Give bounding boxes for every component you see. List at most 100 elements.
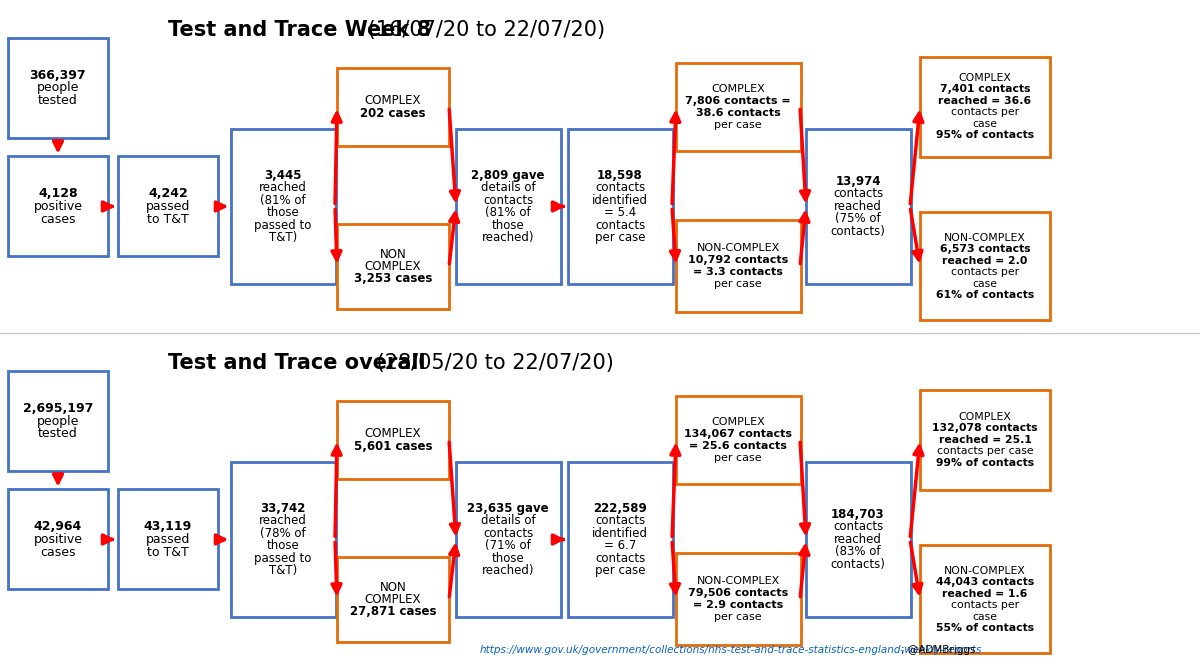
Text: per case: per case — [714, 120, 762, 130]
Text: those: those — [492, 218, 524, 232]
Text: 38.6 contacts: 38.6 contacts — [696, 108, 780, 118]
Text: (83% of: (83% of — [835, 545, 881, 559]
Text: 4,242: 4,242 — [148, 187, 188, 200]
Text: case: case — [972, 119, 997, 129]
Text: reached = 1.6: reached = 1.6 — [942, 589, 1027, 599]
Text: passed: passed — [146, 533, 190, 546]
Text: 43,119: 43,119 — [144, 520, 192, 533]
Text: (78% of: (78% of — [260, 527, 306, 539]
Text: (28/05/20 to 22/07/20): (28/05/20 to 22/07/20) — [371, 353, 614, 373]
Text: 184,703: 184,703 — [832, 508, 884, 521]
Text: those: those — [266, 206, 299, 219]
Text: those: those — [266, 539, 299, 552]
Bar — [456, 462, 562, 617]
Text: identified: identified — [592, 527, 648, 539]
Text: 13,974: 13,974 — [835, 175, 881, 188]
Text: = 5.4: = 5.4 — [604, 206, 636, 219]
Text: 23,635 gave: 23,635 gave — [467, 501, 548, 515]
Text: 2,695,197: 2,695,197 — [23, 402, 94, 415]
Text: 6,573 contacts: 6,573 contacts — [940, 244, 1031, 254]
Text: = 3.3 contacts: = 3.3 contacts — [694, 268, 782, 278]
Text: 2,809 gave: 2,809 gave — [472, 168, 545, 182]
Text: positive: positive — [34, 533, 83, 546]
Text: COMPLEX: COMPLEX — [959, 73, 1012, 83]
Text: = 2.9 contacts: = 2.9 contacts — [692, 601, 784, 611]
Text: passed to: passed to — [254, 551, 312, 565]
Text: contacts per: contacts per — [950, 267, 1019, 277]
Bar — [456, 129, 562, 284]
Text: COMPLEX: COMPLEX — [365, 426, 421, 440]
Bar — [806, 129, 911, 284]
Text: reached): reached) — [481, 564, 534, 577]
Bar — [230, 462, 336, 617]
Text: https://www.gov.uk/government/collections/nhs-test-and-trace-statistics-england-: https://www.gov.uk/government/collection… — [480, 645, 983, 655]
Text: 79,506 contacts: 79,506 contacts — [688, 588, 788, 598]
Text: Test and Trace overall: Test and Trace overall — [168, 353, 426, 373]
Text: tested: tested — [38, 427, 78, 440]
Text: tested: tested — [38, 94, 78, 107]
Text: 3,253 cases: 3,253 cases — [354, 272, 432, 285]
Text: passed to: passed to — [254, 218, 312, 232]
Text: contacts: contacts — [595, 218, 646, 232]
Bar — [920, 390, 1050, 490]
Text: people: people — [37, 81, 79, 95]
Text: contacts: contacts — [833, 520, 883, 533]
Text: COMPLEX: COMPLEX — [959, 412, 1012, 422]
Text: COMPLEX: COMPLEX — [712, 83, 764, 93]
Text: per case: per case — [714, 280, 762, 290]
Bar — [568, 129, 673, 284]
Bar — [8, 371, 108, 471]
Text: 55% of contacts: 55% of contacts — [936, 623, 1034, 633]
Text: per case: per case — [714, 613, 762, 623]
Text: contacts: contacts — [595, 514, 646, 527]
Text: T&T): T&T) — [269, 231, 298, 244]
Text: cases: cases — [41, 545, 76, 559]
Text: = 6.7: = 6.7 — [604, 539, 636, 552]
Text: case: case — [972, 611, 997, 621]
Text: per case: per case — [714, 453, 762, 463]
Text: 4,128: 4,128 — [38, 187, 78, 200]
Text: contacts: contacts — [482, 194, 533, 206]
Bar — [676, 220, 802, 312]
Bar — [118, 157, 218, 256]
Text: per case: per case — [595, 564, 646, 577]
Bar — [8, 38, 108, 138]
Text: passed: passed — [146, 200, 190, 213]
Text: reached: reached — [259, 514, 307, 527]
Bar — [8, 157, 108, 256]
Bar — [806, 462, 911, 617]
Bar — [568, 462, 673, 617]
Bar — [8, 490, 108, 589]
Text: 44,043 contacts: 44,043 contacts — [936, 577, 1034, 587]
Text: contacts): contacts) — [830, 558, 886, 571]
Text: case: case — [972, 278, 997, 288]
Text: contacts per: contacts per — [950, 600, 1019, 610]
Text: 132,078 contacts: 132,078 contacts — [932, 423, 1038, 433]
Text: T&T): T&T) — [269, 564, 298, 577]
Text: reached = 2.0: reached = 2.0 — [942, 256, 1027, 266]
Text: to T&T: to T&T — [148, 545, 188, 559]
Text: cases: cases — [41, 212, 76, 226]
Text: 18,598: 18,598 — [598, 168, 643, 182]
Text: contacts per case: contacts per case — [937, 446, 1033, 456]
Text: COMPLEX: COMPLEX — [365, 93, 421, 107]
Text: (81% of: (81% of — [485, 206, 530, 219]
Text: NON-COMPLEX: NON-COMPLEX — [696, 243, 780, 253]
Text: (71% of: (71% of — [485, 539, 530, 552]
Text: those: those — [492, 551, 524, 565]
Text: ; @ADMBriggs: ; @ADMBriggs — [901, 645, 976, 655]
Text: (16/07/20 to 22/07/20): (16/07/20 to 22/07/20) — [361, 20, 605, 40]
Text: 42,964: 42,964 — [34, 520, 82, 533]
Text: contacts: contacts — [833, 187, 883, 200]
Text: 33,742: 33,742 — [260, 501, 306, 515]
Text: to T&T: to T&T — [148, 212, 188, 226]
Text: Test and Trace Week 8: Test and Trace Week 8 — [168, 20, 431, 40]
Text: 99% of contacts: 99% of contacts — [936, 458, 1034, 468]
Text: contacts: contacts — [595, 551, 646, 565]
Text: COMPLEX: COMPLEX — [365, 593, 421, 606]
Text: 3,445: 3,445 — [264, 168, 301, 182]
Text: NON: NON — [379, 581, 407, 594]
Bar — [337, 224, 449, 310]
Bar — [920, 57, 1050, 157]
Text: NON: NON — [379, 248, 407, 261]
